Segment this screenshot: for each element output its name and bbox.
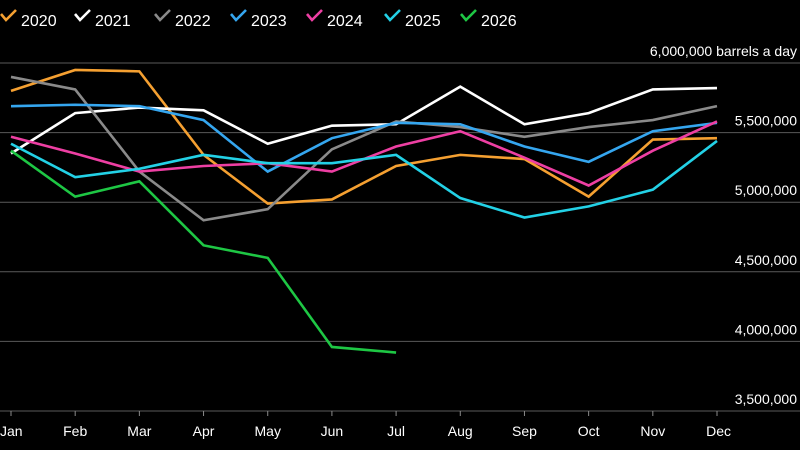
series-line-2025 [10,139,718,219]
series-line-2023 [10,103,718,174]
legend-swatch-2023 [230,9,247,22]
legend-item-2025: 2025 [384,9,441,30]
x-tick-label-nov: Nov [640,423,665,439]
legend-label-2026: 2026 [481,13,517,30]
legend-item-2023: 2023 [230,9,287,30]
series-line-2020 [10,68,718,205]
x-tick-label-apr: Apr [193,423,215,439]
legend-swatch-2021 [74,9,91,22]
legend-label-2020: 2020 [21,13,57,30]
legend-swatch-2020 [0,9,17,22]
legend-label-2023: 2023 [251,13,287,30]
legend-swatch-2022 [154,9,171,22]
x-tick-label-aug: Aug [448,423,473,439]
legend-item-2022: 2022 [154,9,211,30]
legend-swatch-2024 [306,9,323,22]
x-tick-label-feb: Feb [63,423,87,439]
y-axis: 6,000,000 barrels a day 5,500,000 5,000,00… [650,43,797,407]
legend-item-2020: 2020 [0,9,57,30]
x-tick-label-mar: Mar [127,423,151,439]
x-tick-label-jun: Jun [321,423,344,439]
y-tick-label-4500000: 4,500,000 [735,252,797,268]
y-tick-label-3500000: 3,500,000 [735,391,797,407]
x-tick-label-jan: Jan [0,423,23,439]
series-group [10,68,718,354]
y-tick-label-5500000: 5,500,000 [735,113,797,129]
x-tick-label-jul: Jul [387,423,405,439]
series-line-2021 [10,85,718,155]
legend-label-2024: 2024 [327,13,363,30]
legend-swatch-2026 [460,9,477,22]
grid [0,62,800,412]
x-tick-label-oct: Oct [578,423,600,439]
series-line-2026 [10,149,397,354]
x-tick-label-may: May [255,423,281,439]
legend-label-2021: 2021 [95,13,131,30]
legend-item-2021: 2021 [74,9,131,30]
series-line-2022 [10,75,718,222]
legend-item-2024: 2024 [306,9,363,30]
legend-item-2026: 2026 [460,9,517,30]
x-axis: Jan Feb Mar Apr May Jun Jul Aug Sep Oct Nov Dec [0,411,731,439]
y-tick-label-5000000: 5,000,000 [735,182,797,198]
y-tick-label-top-with-unit: 6,000,000 barrels a day [650,43,797,59]
legend-label-2025: 2025 [405,13,441,30]
legend: 2020 2021 2022 2023 2024 2025 2026 [0,9,517,30]
y-tick-label-4000000: 4,000,000 [735,321,797,337]
legend-label-2022: 2022 [175,13,211,30]
legend-swatch-2025 [384,9,401,22]
x-tick-label-sep: Sep [512,423,537,439]
x-tick-label-dec: Dec [706,423,731,439]
